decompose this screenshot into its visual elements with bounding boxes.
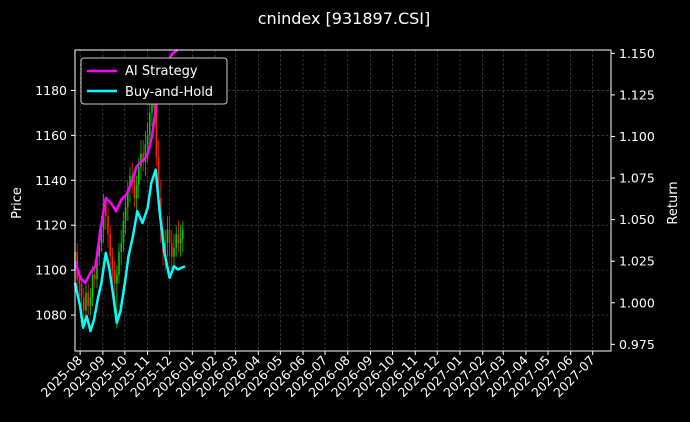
left-tick-label: 1160 [35, 128, 67, 143]
candle-body [148, 112, 151, 136]
candle-body [157, 157, 160, 199]
candle-body [164, 243, 166, 253]
candle-body [179, 238, 182, 244]
left-axis-label: Price [10, 187, 25, 219]
candle-body [104, 202, 107, 217]
plot-frame [74, 49, 612, 352]
right-axis-label: Return [666, 181, 681, 224]
right-tick-label: 1.025 [619, 254, 655, 269]
candle-body [170, 243, 173, 257]
right-tick-label: 1.050 [619, 212, 655, 227]
right-tick-label: 1.075 [619, 171, 655, 186]
left-axis: 1080 1100 1120 1140 1160 1180 [35, 83, 75, 323]
candle-body [140, 153, 142, 167]
candle-body [96, 256, 98, 280]
candle-body [122, 220, 125, 244]
legend-label-buy-and-hold: Buy-and-Hold [125, 85, 213, 100]
right-tick-label: 1.150 [619, 46, 655, 61]
left-tick-label: 1140 [35, 173, 67, 188]
candle-body [115, 274, 118, 284]
chart-title: cnindex [931897.CSI] [258, 9, 431, 28]
candle-body [89, 297, 92, 307]
candle-body [93, 274, 96, 280]
left-tick-label: 1080 [35, 308, 67, 323]
candle-body [181, 229, 184, 239]
candle-body [177, 234, 180, 244]
right-tick-label: 0.975 [619, 337, 655, 352]
legend-label-ai-strategy: AI Strategy [125, 64, 198, 79]
candle-body [142, 153, 144, 163]
candle-body [118, 252, 120, 275]
candle-body [166, 229, 169, 244]
candle-body [120, 243, 122, 253]
candle-body [126, 189, 129, 208]
candle-body [146, 135, 149, 145]
series-line-buy-and-hold [73, 168, 186, 333]
candle-body [113, 270, 116, 284]
candle-body [137, 166, 140, 185]
right-axis: 0.975 1.000 1.025 1.050 1.075 1.100 1.125 1.150 [611, 46, 655, 352]
candle-body [168, 229, 171, 244]
candle-body [100, 229, 103, 244]
candle-body [111, 256, 114, 271]
candle-body [91, 274, 94, 298]
candle-body [175, 234, 177, 248]
candle-body [82, 297, 85, 311]
right-tick-label: 1.125 [619, 87, 655, 102]
right-tick-label: 1.000 [619, 295, 655, 310]
left-tick-label: 1100 [35, 263, 67, 278]
legend-box [80, 57, 228, 105]
candle-body [135, 184, 138, 199]
legend: AI Strategy Buy-and-Hold [80, 57, 228, 105]
candle-body [109, 234, 111, 257]
left-tick-label: 1120 [35, 218, 67, 233]
candle-body [80, 283, 83, 298]
candle-body [129, 175, 131, 190]
candle-body [124, 207, 127, 221]
candle-body [85, 292, 87, 311]
candle-body [133, 180, 136, 199]
candle-body [78, 279, 81, 284]
candle-body [107, 216, 109, 235]
candle-body [155, 108, 158, 158]
candle-body [98, 243, 100, 257]
candle-body [173, 247, 175, 257]
right-tick-label: 1.100 [619, 129, 655, 144]
candle-body [87, 292, 89, 307]
left-tick-label: 1180 [35, 83, 67, 98]
candle-body [144, 144, 147, 163]
